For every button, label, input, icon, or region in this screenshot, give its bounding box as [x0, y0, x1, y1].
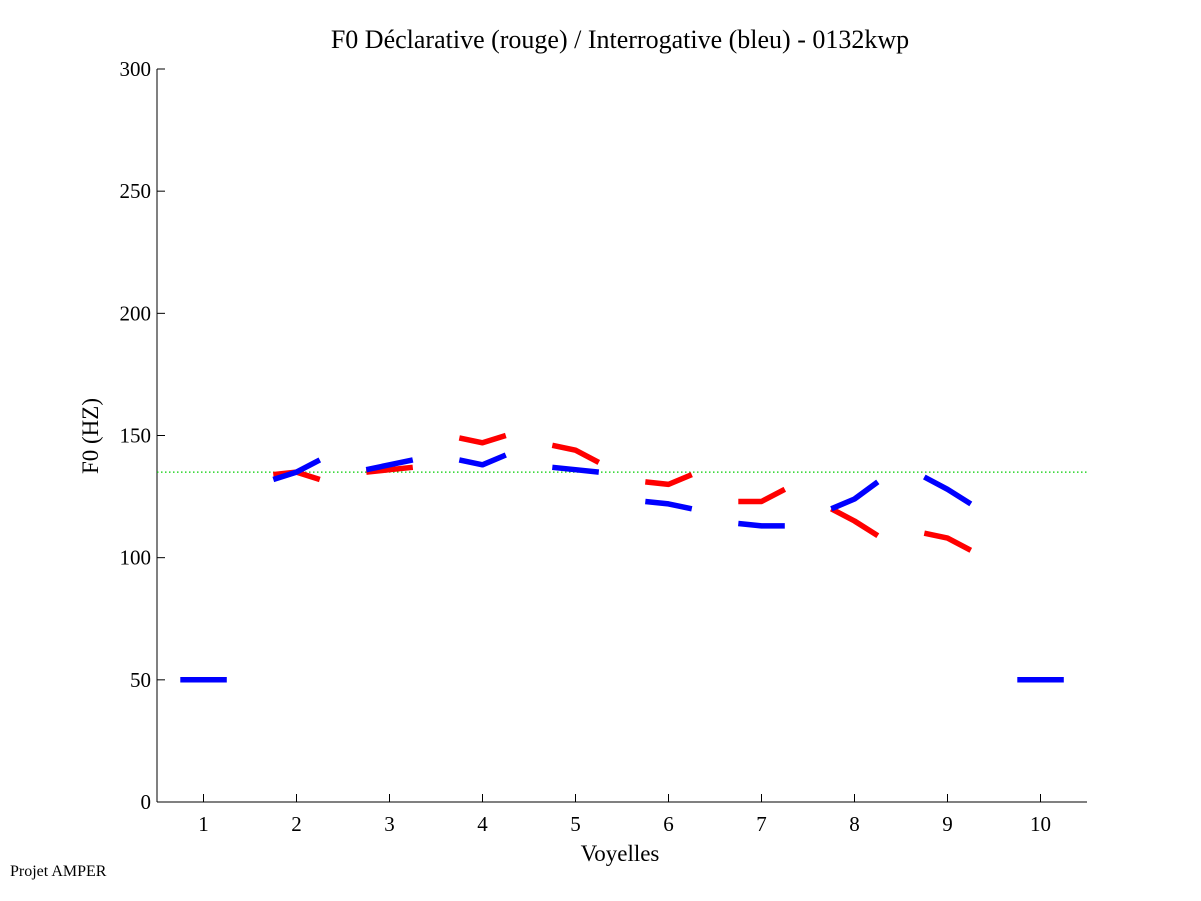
x-axis-label: Voyelles	[581, 841, 660, 866]
x-tick-label: 9	[942, 812, 953, 836]
series-segment-déclarative-vowel-8	[830, 506, 880, 539]
series-segment-interrogative-vowel-9	[923, 474, 973, 507]
y-tick-label: 50	[130, 668, 151, 692]
series-segment-déclarative-vowel-5	[551, 442, 601, 465]
series-segment-déclarative-vowel-9	[923, 530, 973, 553]
x-tick-label: 8	[849, 812, 860, 836]
x-tick-label: 1	[198, 812, 209, 836]
x-tick-label: 4	[477, 812, 488, 836]
x-tick-label: 6	[663, 812, 674, 836]
series-segment-déclarative-vowel-4	[458, 432, 507, 446]
series-segment-interrogative-vowel-2	[272, 457, 322, 483]
y-tick-label: 250	[120, 179, 152, 203]
x-tick-label: 3	[384, 812, 395, 836]
series-segment-déclarative-vowel-7	[738, 486, 787, 505]
y-tick-label: 300	[120, 57, 152, 81]
series-segment-interrogative-vowel-4	[458, 452, 507, 468]
axes: 0 50 100 150 200 250 300 1 2 3 4 5 6 7 8 9 10	[120, 57, 1087, 836]
series-segment-interrogative-vowel-6	[645, 498, 693, 512]
x-tick-label: 2	[291, 812, 302, 836]
credit-label: Projet AMPER	[10, 863, 107, 880]
series-segment-interrogative-vowel-8	[830, 479, 880, 512]
x-tick-label: 10	[1030, 812, 1051, 836]
y-tick-label: 150	[120, 424, 152, 448]
y-tick-label: 200	[120, 301, 152, 325]
y-tick-label: 100	[120, 546, 152, 570]
y-tick-label: 0	[141, 790, 152, 814]
x-tick-label: 5	[570, 812, 581, 836]
series-segment-déclarative-vowel-6	[645, 472, 693, 488]
series-segment-déclarative-vowel-3	[366, 464, 414, 475]
series-segment-interrogative-vowel-5	[552, 464, 600, 475]
series-group	[180, 432, 1064, 683]
series-segment-interrogative-vowel-7	[738, 520, 785, 529]
chart-title: F0 Déclarative (rouge) / Interrogative (…	[331, 25, 909, 54]
x-tick-label: 7	[756, 812, 767, 836]
series-segment-interrogative-vowel-3	[365, 457, 414, 473]
y-axis-label: F0 (HZ)	[78, 398, 103, 474]
